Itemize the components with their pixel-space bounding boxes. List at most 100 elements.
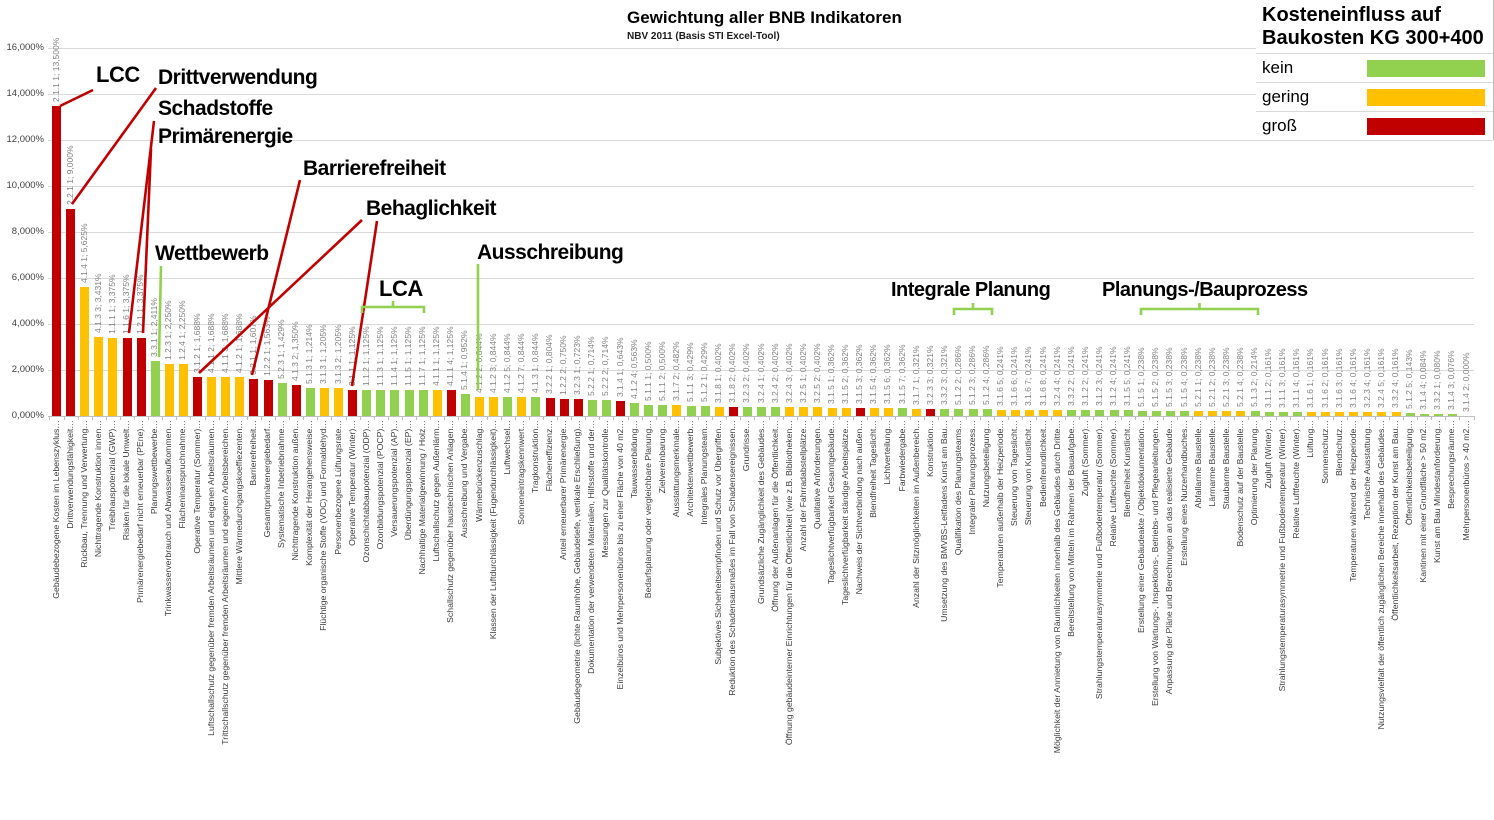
x-axis-tick bbox=[1247, 416, 1249, 420]
bar-value-label: 3.3.2 3; 0,321% bbox=[938, 345, 949, 405]
x-axis-tick bbox=[994, 416, 996, 420]
bar-value-label: 1.1.2 1; 1,125% bbox=[360, 326, 371, 387]
x-axis-tick bbox=[1036, 416, 1038, 420]
bar-value-label: 2.1.1 1; 13,500% bbox=[50, 37, 61, 102]
annotation-text: Ausschreibung bbox=[477, 241, 624, 264]
bar-value-label: 5.1.1 1; 0,500% bbox=[642, 340, 653, 401]
x-axis-tick bbox=[331, 416, 333, 420]
bar bbox=[319, 388, 329, 416]
x-axis-tick bbox=[1360, 416, 1362, 420]
x-axis-tick bbox=[401, 416, 403, 420]
annotation-text: Planungs-/Bauprozess bbox=[1102, 279, 1308, 301]
bar bbox=[799, 406, 809, 416]
bar bbox=[700, 406, 710, 416]
x-axis-tick bbox=[458, 416, 460, 420]
category-label: Nachhaltige Materialgewinnung / Holz… bbox=[417, 420, 428, 575]
bar bbox=[940, 408, 950, 416]
x-axis-tick bbox=[712, 416, 714, 420]
bar bbox=[742, 406, 752, 416]
annotation-text: Schadstoffe bbox=[158, 97, 273, 120]
bar-value-label: 3.2.5 1; 0,402% bbox=[797, 343, 808, 403]
bar bbox=[855, 407, 865, 416]
x-axis-tick bbox=[49, 416, 51, 420]
x-axis-tick bbox=[1332, 416, 1334, 420]
x-axis-tick bbox=[1233, 416, 1235, 420]
bar bbox=[1292, 412, 1302, 416]
bar-value-label: 3.1.6 4; 0,161% bbox=[1347, 348, 1358, 409]
category-label: Luftschallschutz gegenüber fremden Arbei… bbox=[205, 420, 216, 736]
x-axis-tick bbox=[1022, 416, 1024, 420]
category-label: Anpassung der Pläne und Berechnungen an … bbox=[1164, 420, 1175, 695]
x-axis-tick bbox=[528, 416, 530, 420]
bar bbox=[658, 404, 668, 416]
x-axis-tick bbox=[683, 416, 685, 420]
bar bbox=[334, 388, 343, 416]
bar-value-label: 3.1.2 1; 1,688% bbox=[191, 313, 202, 374]
bar-value-label: 3.1.3 2; 1,205% bbox=[332, 324, 343, 385]
bar bbox=[1349, 412, 1359, 416]
category-label: Temperaturen außerhalb der Heizperiode… bbox=[995, 420, 1006, 588]
bar-value-label: 3.1.1 3; 0,161% bbox=[1277, 348, 1288, 409]
bar bbox=[263, 380, 273, 416]
bar bbox=[94, 337, 104, 416]
category-label: Temperaturen während der Heizperiode… bbox=[1347, 420, 1358, 582]
bar-value-label: 4.1.3 3; 3,431% bbox=[92, 273, 103, 334]
bar-value-label: 4.1.1 1; 1,125% bbox=[431, 326, 442, 387]
bar bbox=[108, 338, 118, 416]
x-axis-tick bbox=[853, 416, 855, 420]
cost-influence-legend: Kosteneinfluss auf Baukosten KG 300+400 … bbox=[1256, 0, 1494, 141]
category-label: Nutzungsbeteiligung… bbox=[981, 420, 992, 508]
category-label: Integrales Planungsteam… bbox=[699, 420, 710, 525]
category-label: Zugluft (Sommer)… bbox=[1079, 420, 1090, 497]
category-label: Erstellung eines Nutzerhandbuches… bbox=[1178, 420, 1189, 566]
bar bbox=[1151, 410, 1161, 416]
x-axis-tick bbox=[77, 416, 79, 420]
bar-value-label: 3.1.1 1; 1,125% bbox=[346, 326, 357, 387]
category-label: Bedarfsplanung oder vergleichbare Planun… bbox=[642, 420, 653, 599]
bar-value-label: 5.1.5 3; 0,238% bbox=[1164, 346, 1175, 407]
x-axis-tick bbox=[289, 416, 291, 420]
bar-value-label: 3.3.1 1; 2,411% bbox=[149, 297, 160, 357]
bar-value-label: 3.2.2 1; 0,804% bbox=[544, 333, 554, 394]
bar-value-label: 3.3.2 4; 0,161% bbox=[1390, 348, 1400, 409]
x-axis-tick bbox=[951, 416, 953, 420]
bar bbox=[1067, 410, 1077, 416]
bar bbox=[1306, 412, 1316, 416]
x-axis-tick bbox=[796, 416, 798, 420]
bar-value-label: 3.1.2 4; 0,241% bbox=[1108, 346, 1118, 407]
x-axis-tick bbox=[1473, 416, 1475, 420]
bar-value-label: 4.1.2 5; 0,844% bbox=[501, 333, 512, 393]
bar-value-label: 3.1.8 2; 0,402% bbox=[727, 343, 738, 403]
annotation-text: LCA bbox=[379, 276, 423, 301]
bar-value-label: 4.1.3 2; 1,350% bbox=[290, 321, 301, 381]
category-label: Lüftung… bbox=[1305, 420, 1316, 458]
bar-value-label: 1.1.5 1; 1,125% bbox=[403, 326, 413, 387]
bar-value-label: 3.1.2 2; 0,241% bbox=[1079, 346, 1090, 407]
bar bbox=[446, 390, 456, 416]
category-label: Gebäudegeometrie (lichte Raumhöhe, Gebäu… bbox=[572, 420, 583, 724]
category-label: Reduktion des Schadensausmaßes im Fall v… bbox=[727, 420, 738, 696]
category-label: Sonneneintragskennwert… bbox=[515, 420, 526, 525]
bar bbox=[531, 396, 541, 416]
bar bbox=[968, 409, 978, 416]
x-axis-tick bbox=[542, 416, 544, 420]
category-label: Trittschallschutz gegenüber fremden Arbe… bbox=[219, 420, 230, 745]
category-label: Technische Ausstattung… bbox=[1361, 420, 1372, 520]
category-label: Nichttragende Konstruktion innen… bbox=[92, 420, 103, 558]
bar-value-label: 4.1.2 3; 0,844% bbox=[487, 333, 498, 393]
bnb-chart-screenshot: { "title": "Gewichtung aller BNB Indikat… bbox=[6, 0, 1494, 754]
x-axis-tick bbox=[218, 416, 220, 420]
bar bbox=[757, 406, 766, 416]
category-label: Tragkonstruktion… bbox=[529, 420, 540, 494]
bar bbox=[1095, 410, 1105, 416]
bar-value-label: 5.2.3 1; 1,429% bbox=[276, 319, 287, 380]
category-label: Ausschreibung und Vergabe… bbox=[459, 420, 470, 538]
x-axis-tick bbox=[669, 416, 671, 420]
category-label: Lichtverteilung… bbox=[882, 420, 893, 485]
bar-value-label: 3.2.4 1; 0,402% bbox=[755, 343, 766, 403]
bar-value-label: 5.1.1 2; 0,500% bbox=[656, 340, 667, 401]
x-axis-tick bbox=[1191, 416, 1193, 420]
bar bbox=[1264, 412, 1274, 416]
bar-value-label: 3.1.4 2; 0,000% bbox=[1460, 352, 1471, 412]
bar-value-label: 3.1.4 4; 0,084% bbox=[1418, 350, 1429, 411]
